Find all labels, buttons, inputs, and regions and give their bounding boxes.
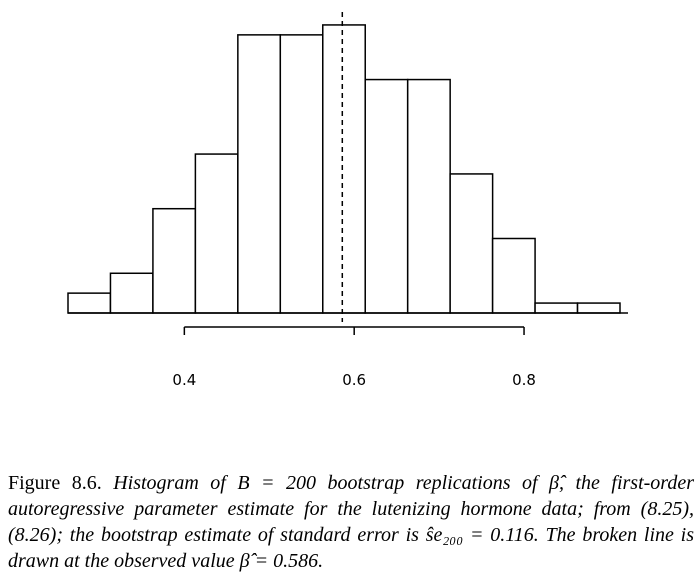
histogram-bar — [237, 34, 282, 314]
x-tick-label: 0.6 — [342, 371, 366, 389]
histogram-bar — [152, 207, 197, 314]
histogram-bar — [406, 78, 451, 314]
x-axis: 0.4 0.6 0.8 — [172, 326, 536, 389]
histogram-bars — [67, 24, 621, 314]
histogram-bar — [449, 173, 494, 314]
histogram-bar — [576, 302, 621, 314]
histogram-bar — [67, 292, 112, 314]
histogram-chart: 0.4 0.6 0.8 — [67, 12, 628, 389]
histogram-bar — [279, 34, 324, 314]
histogram-bar — [534, 302, 579, 314]
figure-caption-text: Histogram of B = 200 bootstrap replicati… — [8, 472, 695, 572]
histogram-bar — [194, 153, 239, 314]
histogram-bar — [364, 78, 409, 314]
histogram-bar — [491, 237, 536, 314]
figure-caption: Figure 8.6. Histogram of B = 200 bootstr… — [8, 470, 694, 574]
histogram-bar — [109, 272, 154, 314]
figure-label: Figure 8.6. — [8, 472, 102, 494]
histogram-bar — [322, 24, 366, 314]
x-tick-label: 0.4 — [172, 371, 196, 389]
x-tick-label: 0.8 — [512, 371, 536, 389]
